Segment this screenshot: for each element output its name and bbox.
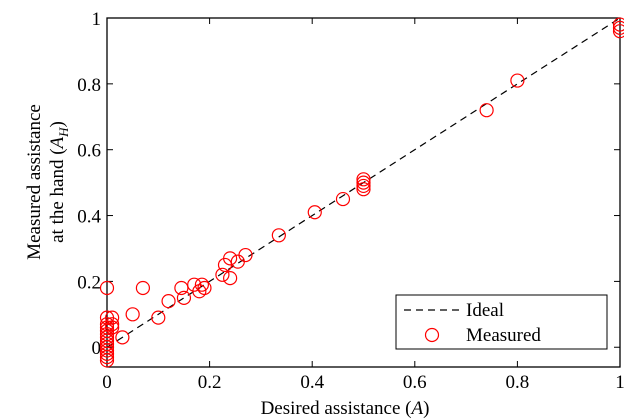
measured-point [105,320,120,335]
y-tick-label: 0.6 [77,141,101,162]
measured-point [99,343,115,358]
y-tick-label: 0.8 [77,75,101,96]
measured-point [612,17,624,32]
measured-point [356,178,371,194]
measured-point [307,205,322,220]
y-tick-label: 0.4 [77,207,101,228]
measured-point [335,191,351,207]
measured-point [215,267,230,282]
measured-point [161,294,176,309]
measured-point [115,330,130,345]
measured-point [271,228,286,243]
x-tick-label: 0.6 [403,372,427,393]
legend-box [395,294,608,350]
measured-point [238,247,253,263]
measured-point [99,280,115,296]
measured-point [356,172,371,187]
measured-point [174,280,189,296]
measured-point [510,73,525,88]
measured-point [176,290,192,305]
measured-point [125,307,140,322]
measured-point [223,251,238,266]
measured-point [105,317,120,332]
x-tick-label: 0.8 [506,372,530,393]
legend-ideal-label: Ideal [466,300,504,321]
y-axis-label-line2: at the hand (AH) [47,121,71,243]
measured-point [223,271,238,286]
series-layer [99,17,624,368]
measured-point [479,103,494,118]
x-tick-label: 0.4 [300,372,324,393]
y-tick-label: 1 [92,9,102,30]
x-tick-label: 0 [102,372,112,393]
legend-measured-label: Measured [466,325,541,346]
x-tick-label: 1 [615,372,624,393]
y-tick-label: 0 [92,338,102,359]
measured-point [356,175,371,190]
measured-point [194,277,210,292]
measured-point [356,182,371,197]
x-tick-label: 0.2 [198,372,222,393]
y-axis-ticks: 0 0.2 0.4 0.6 0.8 1 [77,9,620,359]
legend-measured-swatch [424,327,440,343]
measured-point [99,346,115,361]
measured-point [105,310,120,325]
y-tick-label: 0.2 [77,272,101,293]
measured-point [99,353,115,368]
measured-point [135,280,151,296]
measured-point [612,20,624,35]
legend: Ideal Measured [395,294,608,350]
y-axis-label-line1: Measured assistance [24,104,45,260]
measured-point [197,280,212,296]
measured-point [151,310,166,325]
measured-point [99,350,115,365]
x-axis-label: Desired assistance (A) [261,398,430,419]
measured-point [612,24,624,39]
